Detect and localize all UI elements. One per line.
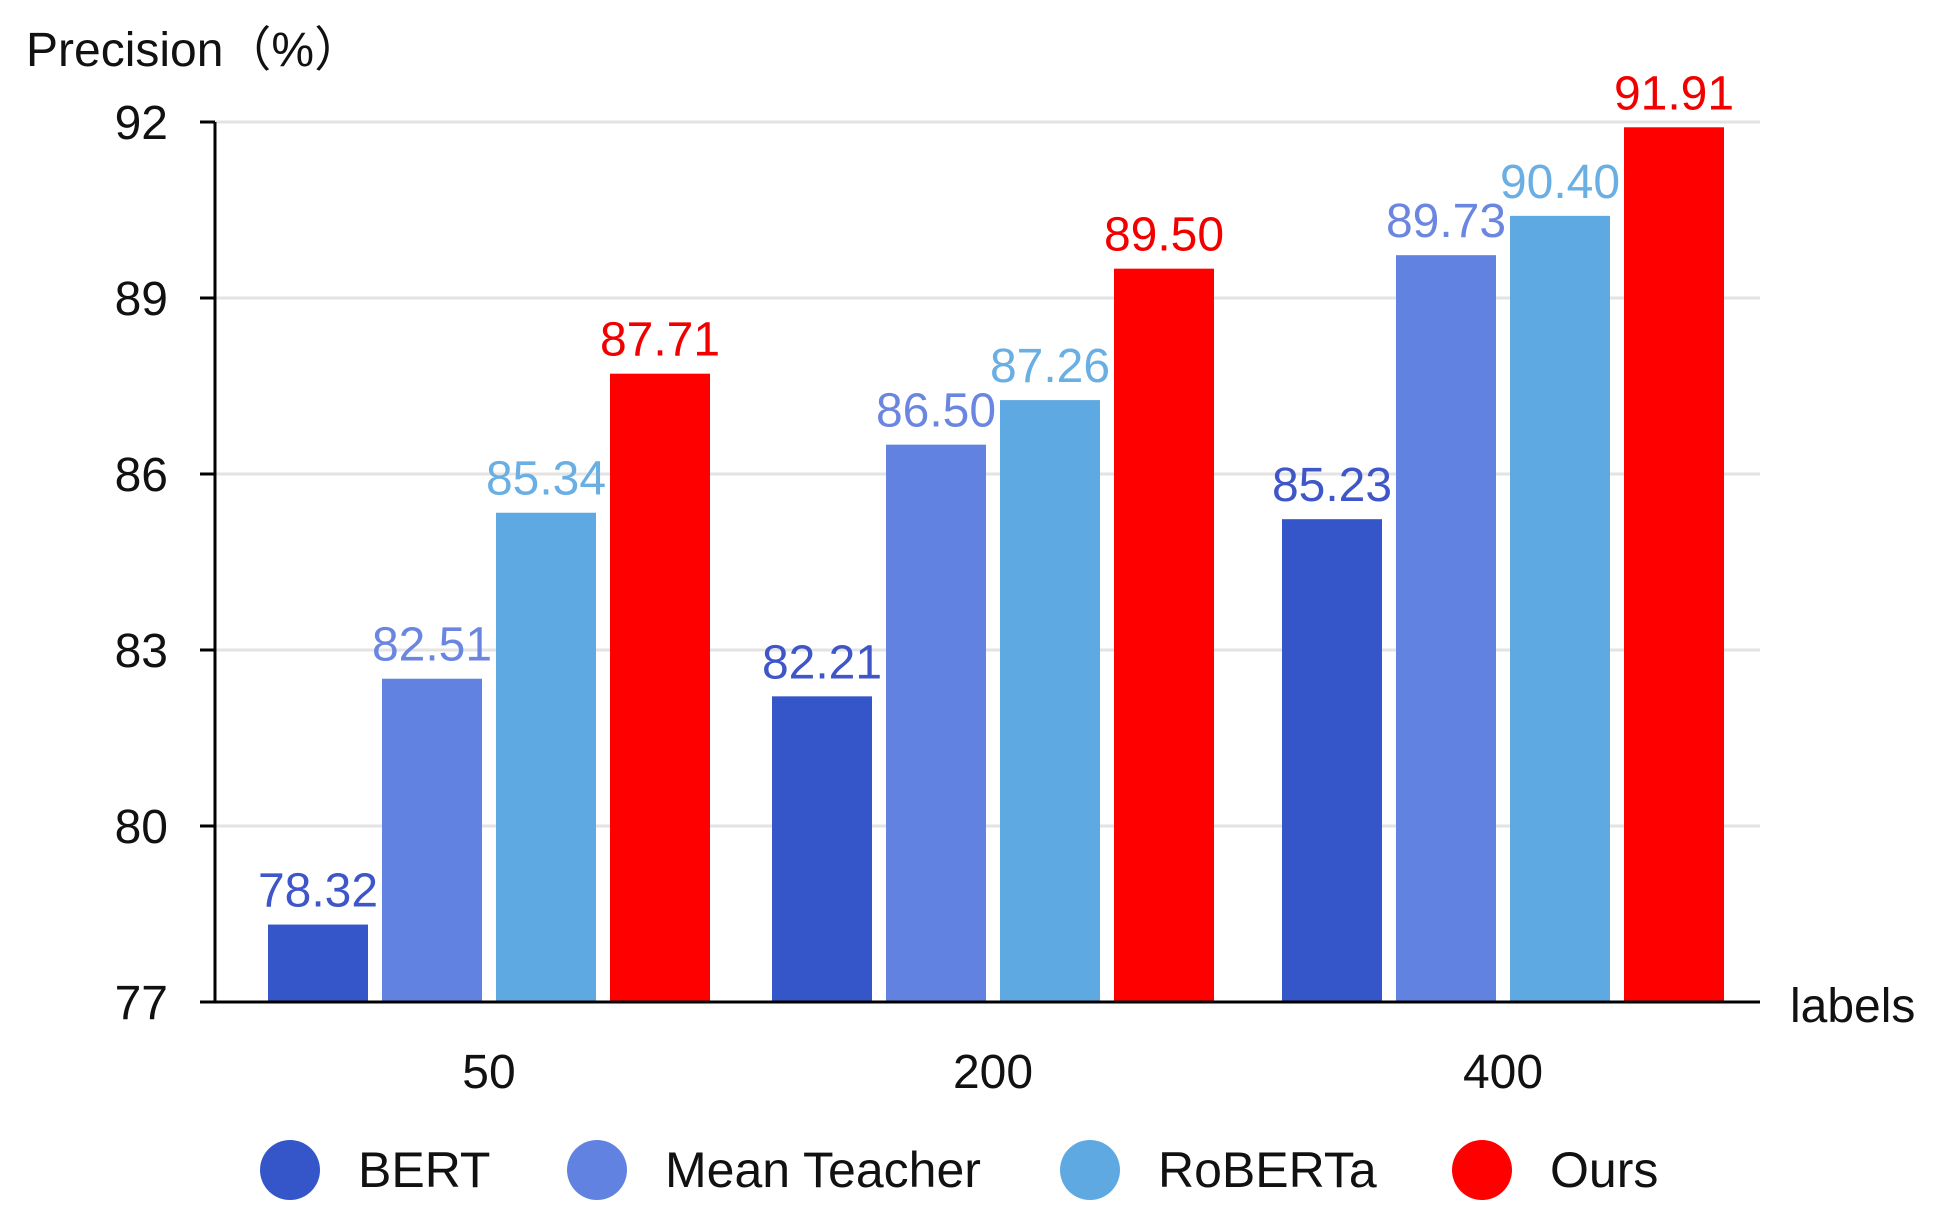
legend-item-mean-teacher: Mean Teacher xyxy=(567,1130,981,1210)
data-label: 86.50 xyxy=(876,385,996,438)
legend-item-roberta: RoBERTa xyxy=(1060,1130,1377,1210)
legend-swatch xyxy=(1060,1140,1120,1200)
bar-bert xyxy=(1282,519,1382,1002)
legend-swatch xyxy=(567,1140,627,1200)
bar-roberta xyxy=(1000,400,1100,1003)
bar-mean-teacher xyxy=(886,444,986,1003)
bar-ours xyxy=(610,373,710,1002)
x-tick-label: 50 xyxy=(462,1046,515,1099)
bar-roberta xyxy=(496,512,596,1002)
data-label: 87.26 xyxy=(990,340,1110,393)
data-label: 85.23 xyxy=(1272,459,1392,512)
axes xyxy=(200,120,1760,1004)
legend-item-bert: BERT xyxy=(260,1130,490,1210)
legend: BERT Mean Teacher RoBERTa Ours xyxy=(0,1130,1940,1210)
data-label: 90.40 xyxy=(1500,156,1620,209)
x-axis-label: labels xyxy=(1790,980,1915,1033)
bar-roberta xyxy=(1510,215,1610,1002)
data-label: 91.91 xyxy=(1614,67,1734,120)
bar-ours xyxy=(1624,127,1724,1002)
labels: 77 80 83 86 89 92 Precision（%） labels 50 78.32 82.… xyxy=(26,24,1915,1099)
legend-label: BERT xyxy=(358,1142,491,1198)
legend-label: Mean Teacher xyxy=(665,1142,981,1198)
bar-bert xyxy=(268,924,368,1002)
legend-label: RoBERTa xyxy=(1158,1142,1377,1198)
legend-swatch xyxy=(1452,1140,1512,1200)
bar-mean-teacher xyxy=(1396,255,1496,1002)
data-label: 89.50 xyxy=(1104,209,1224,262)
data-label: 82.51 xyxy=(372,619,492,672)
data-label: 85.34 xyxy=(486,453,606,506)
y-tick-label: 77 xyxy=(115,977,168,1030)
x-tick-label: 200 xyxy=(953,1046,1033,1099)
bar-mean-teacher xyxy=(382,678,482,1002)
bar-bert xyxy=(772,696,872,1002)
data-label: 87.71 xyxy=(600,314,720,367)
y-tick-label: 92 xyxy=(115,97,168,150)
data-label: 78.32 xyxy=(258,865,378,918)
bars xyxy=(268,127,1724,1003)
grid-lines xyxy=(215,120,1760,828)
legend-label: Ours xyxy=(1550,1142,1659,1198)
y-axis-label: Precision（%） xyxy=(26,24,362,77)
x-tick-label: 400 xyxy=(1463,1046,1543,1099)
y-tick-label: 86 xyxy=(115,449,168,502)
y-tick-label: 83 xyxy=(115,625,168,678)
y-tick-label: 80 xyxy=(115,801,168,854)
legend-swatch xyxy=(260,1140,320,1200)
bar-ours xyxy=(1114,268,1214,1003)
legend-item-ours: Ours xyxy=(1452,1130,1658,1210)
data-label: 82.21 xyxy=(762,636,882,689)
data-label: 89.73 xyxy=(1386,195,1506,248)
y-tick-label: 89 xyxy=(115,273,168,326)
